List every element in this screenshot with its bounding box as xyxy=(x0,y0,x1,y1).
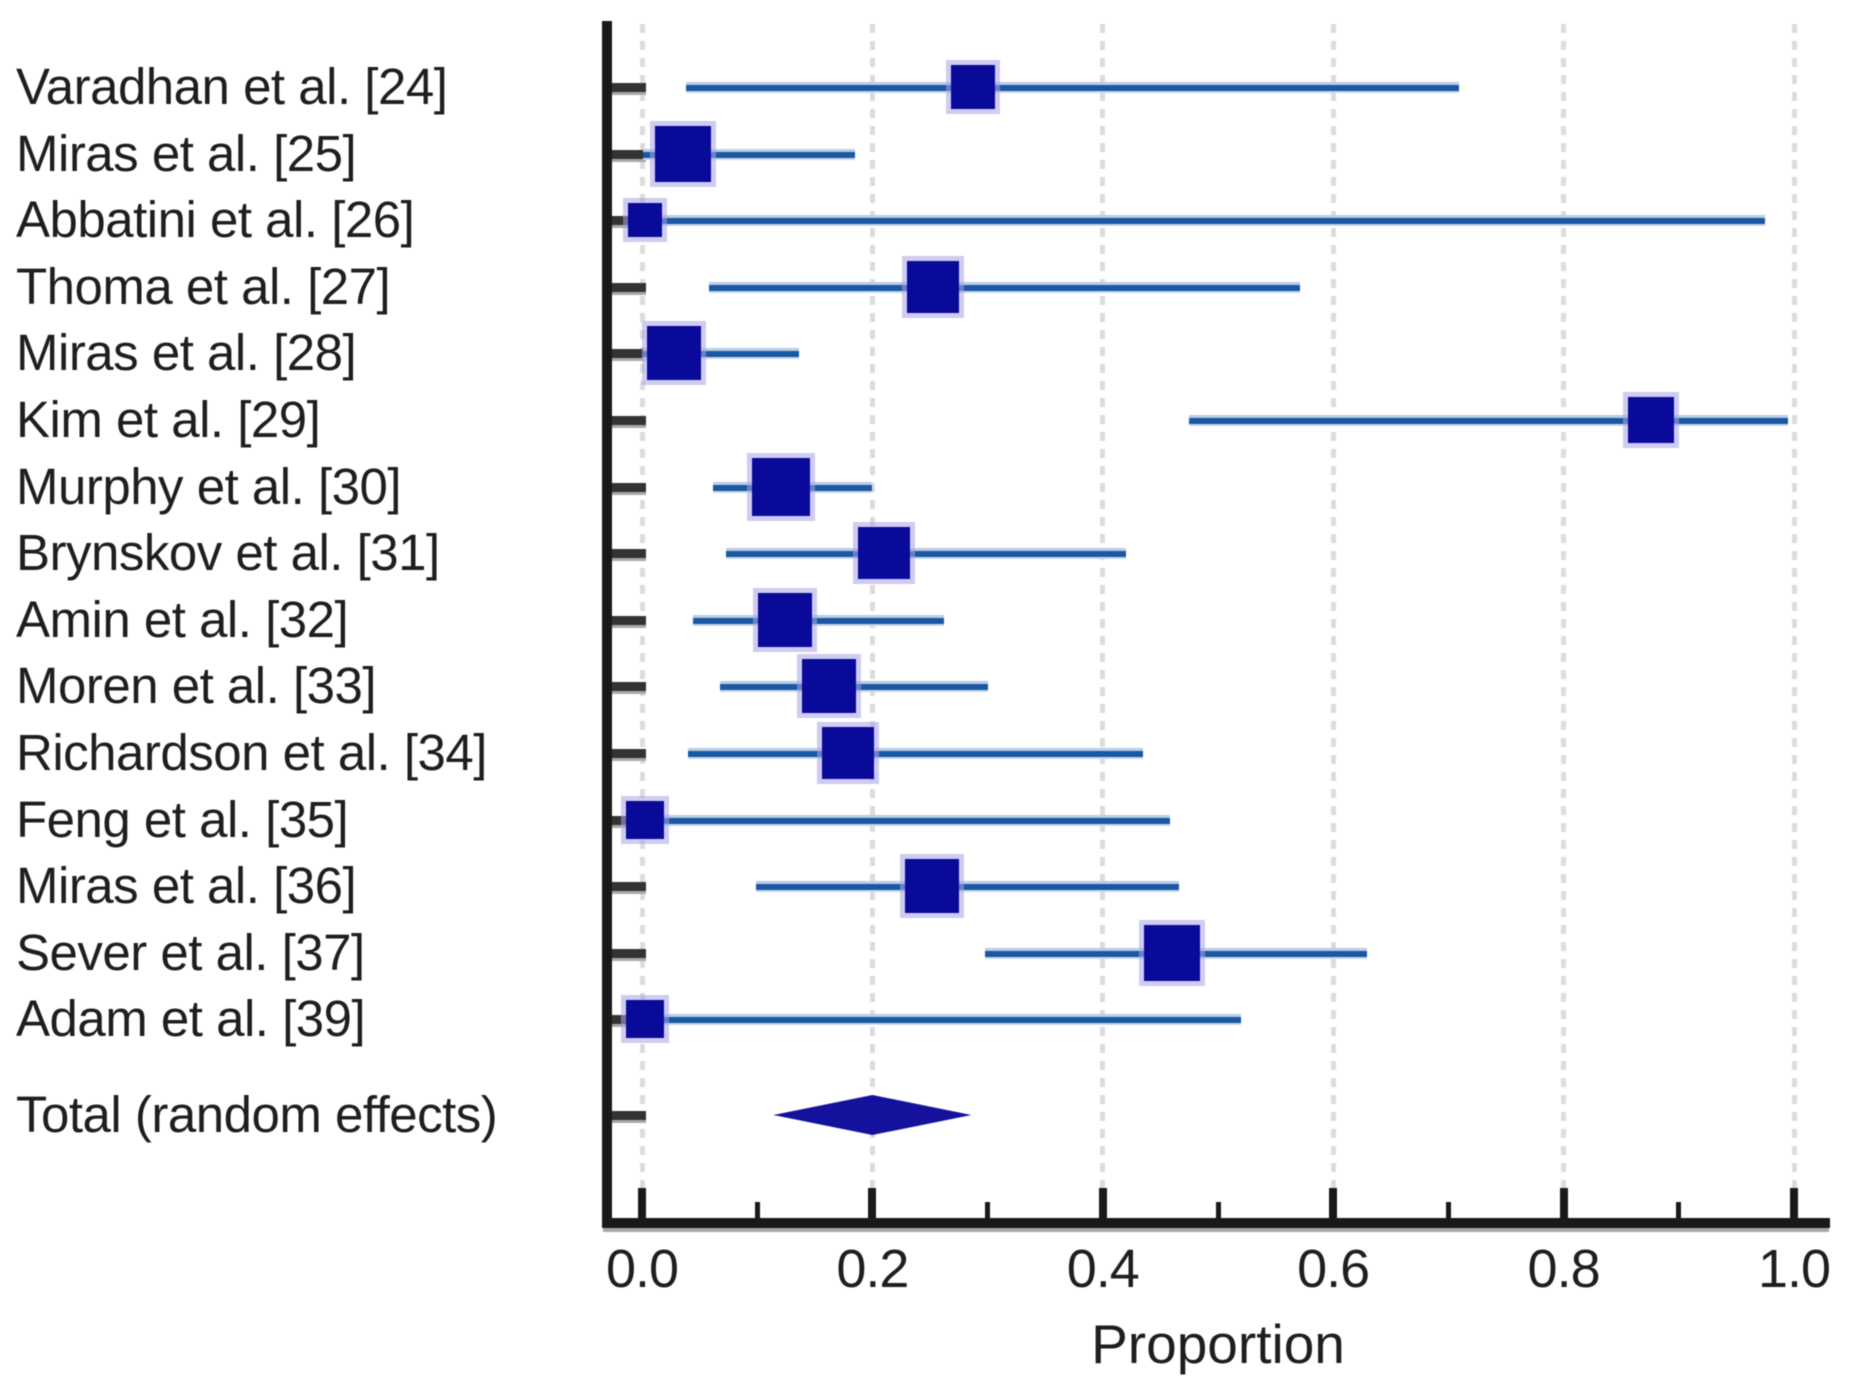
x-axis-tick-label: 0.2 xyxy=(836,1239,909,1299)
ci-line xyxy=(708,281,1300,293)
study-label: Moren et al. [33] xyxy=(16,657,377,715)
effect-estimate-square xyxy=(857,527,910,580)
x-axis-minor-tick xyxy=(1215,1202,1221,1218)
effect-estimate-square xyxy=(655,125,712,182)
effect-estimate-square xyxy=(752,457,811,516)
gridline xyxy=(1100,24,1106,1218)
effect-estimate-square xyxy=(950,65,995,109)
study-labels-column: Varadhan et al. [24] Miras et al. [25] Abb… xyxy=(0,0,600,1399)
effect-estimate-square xyxy=(822,727,875,779)
ci-line xyxy=(756,881,1179,893)
x-axis-tick-label: 0.8 xyxy=(1527,1239,1601,1299)
gridline xyxy=(1791,24,1797,1218)
study-label: Thoma et al. [27] xyxy=(16,257,391,315)
x-axis-minor-tick xyxy=(1445,1202,1451,1218)
study-label: Varadhan et al. [24] xyxy=(16,58,448,115)
row-tick xyxy=(602,482,646,492)
x-axis-title: Proportion xyxy=(1091,1313,1345,1375)
x-axis-major-tick xyxy=(868,1188,877,1218)
study-label: Adam et al. [39] xyxy=(16,990,366,1048)
effect-estimate-square xyxy=(801,659,856,714)
x-axis-major-tick xyxy=(1098,1188,1107,1218)
x-axis-line xyxy=(602,1218,1830,1228)
x-axis-tick-label: 1.0 xyxy=(1757,1239,1831,1299)
effect-estimate-square xyxy=(905,859,960,914)
ci-line xyxy=(1189,415,1789,426)
row-tick xyxy=(602,815,646,825)
study-label: Sever et al. [37] xyxy=(16,923,365,981)
study-label: Miras et al. [25] xyxy=(16,124,357,182)
row-tick xyxy=(602,749,646,758)
row-tick xyxy=(602,149,646,159)
row-tick xyxy=(602,349,646,359)
x-axis-major-tick xyxy=(1790,1188,1798,1218)
ci-line xyxy=(643,215,1766,227)
effect-estimate-square xyxy=(757,592,812,647)
row-tick xyxy=(602,1111,646,1120)
row-tick xyxy=(602,282,646,292)
x-axis-tick-label: 0.0 xyxy=(605,1239,679,1299)
study-label: Feng et al. [35] xyxy=(16,790,349,848)
study-label: Abbatini et al. [26] xyxy=(16,191,415,249)
row-tick xyxy=(602,948,646,958)
study-label: Richardson et al. [34] xyxy=(16,724,487,781)
total-label: Total (random effects) xyxy=(16,1086,498,1143)
ci-line xyxy=(643,814,1170,826)
effect-estimate-square xyxy=(628,203,663,238)
row-tick xyxy=(602,416,646,425)
study-label: Miras et al. [28] xyxy=(16,324,357,382)
row-tick xyxy=(602,1015,646,1025)
gridline xyxy=(1561,24,1567,1218)
ci-line xyxy=(688,748,1144,759)
study-label: Miras et al. [36] xyxy=(16,857,357,915)
ci-line xyxy=(643,148,856,160)
ci-line xyxy=(643,1014,1242,1026)
ci-line xyxy=(643,348,799,360)
y-axis-line xyxy=(602,21,612,1228)
row-tick xyxy=(602,615,646,625)
row-tick xyxy=(602,83,646,92)
effect-estimate-square xyxy=(626,1000,665,1039)
effect-estimate-square xyxy=(626,800,665,839)
row-tick xyxy=(602,682,646,692)
row-tick xyxy=(602,549,646,559)
ci-line xyxy=(726,548,1126,560)
ci-line xyxy=(685,82,1459,93)
study-label: Amin et al. [32] xyxy=(16,590,349,648)
study-label: Kim et al. [29] xyxy=(16,391,321,448)
study-label: Brynskov et al. [31] xyxy=(16,524,440,582)
row-tick xyxy=(602,882,646,892)
x-axis-tick-label: 0.6 xyxy=(1297,1239,1370,1299)
x-axis-tick-label: 0.4 xyxy=(1066,1239,1140,1299)
x-axis-minor-tick xyxy=(1676,1202,1682,1218)
effect-estimate-square xyxy=(907,260,960,313)
effect-estimate-square xyxy=(647,326,702,381)
x-axis-major-tick xyxy=(1559,1188,1568,1218)
x-axis-minor-tick xyxy=(754,1202,760,1218)
ci-line xyxy=(692,614,944,626)
x-axis-minor-tick xyxy=(985,1202,991,1218)
effect-estimate-square xyxy=(1143,924,1200,981)
study-label: Murphy et al. [30] xyxy=(16,457,402,515)
x-axis-major-tick xyxy=(638,1188,646,1218)
summary-diamond xyxy=(773,1095,972,1135)
gridline xyxy=(1330,24,1336,1218)
x-axis-major-tick xyxy=(1329,1188,1338,1218)
row-tick xyxy=(602,216,646,226)
effect-estimate-square xyxy=(1628,397,1675,443)
